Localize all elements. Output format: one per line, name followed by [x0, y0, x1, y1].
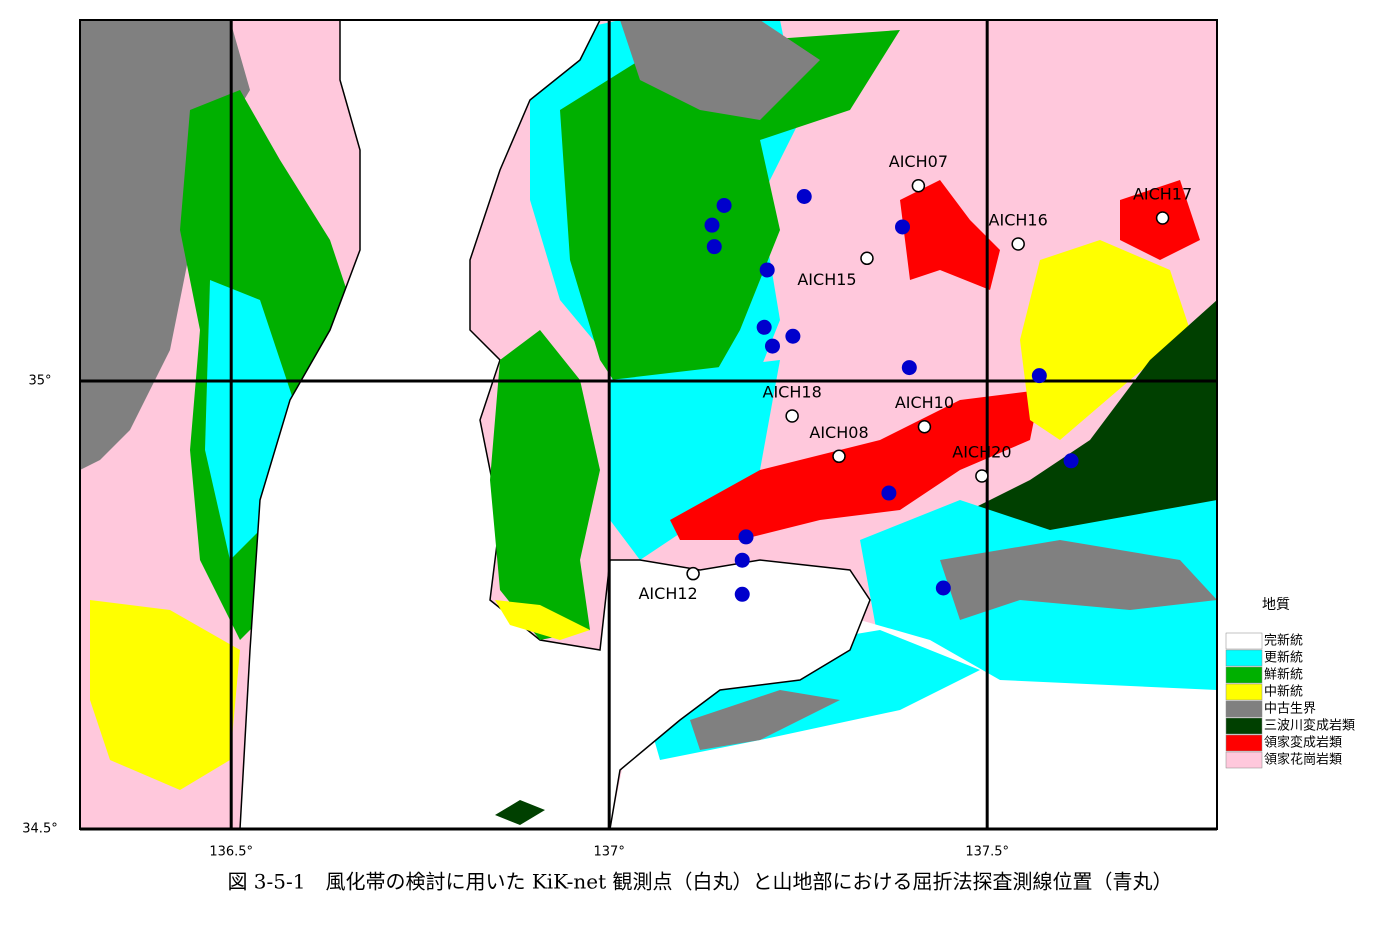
survey-point [734, 586, 750, 602]
x-tick-label: 137° [594, 845, 625, 860]
pliocene-area [560, 30, 900, 420]
survey-point [881, 485, 897, 501]
paleozoic-area [690, 690, 840, 750]
grid: 136.5° 137° 137.5° 35° 34.5° [22, 20, 1217, 860]
legend-label: 三波川変成岩類 [1264, 718, 1355, 734]
legend-label: 領家花崗岩類 [1264, 752, 1342, 768]
legend-label: 中古生界 [1264, 702, 1316, 717]
survey-point [785, 328, 801, 344]
pleistocene-area [610, 360, 780, 560]
legend-swatch [1225, 666, 1263, 684]
legend-swatch [1225, 734, 1263, 752]
survey-point [756, 319, 772, 335]
legend-label: 中新統 [1264, 684, 1303, 700]
station-label: AICH08 [809, 423, 868, 442]
caption: 図 3-5-1 風化帯の検討に用いた KiK-net 観測点（白丸）と山地部にお… [227, 870, 1172, 894]
ryoke-metamorphic-area [900, 180, 1000, 290]
station-label: AICH15 [797, 270, 856, 289]
legend-label: 完新統 [1264, 633, 1303, 649]
legend-swatch [1225, 751, 1263, 769]
station-label: AICH18 [763, 382, 822, 401]
station [1011, 237, 1025, 251]
legend-swatch [1225, 649, 1263, 667]
x-tick-label: 136.5° [209, 845, 253, 860]
station [686, 566, 700, 581]
sanbagawa-area [950, 300, 1217, 560]
station [975, 469, 989, 483]
legend-label: 領家変成岩類 [1264, 735, 1342, 751]
station-label: AICH16 [989, 210, 1048, 229]
legend-swatch [1225, 683, 1263, 701]
station [832, 449, 846, 464]
x-tick-label: 137.5° [965, 845, 1009, 860]
survey-point [1063, 453, 1079, 469]
survey-point [738, 529, 754, 545]
survey-point [716, 197, 732, 213]
sanbagawa-area [495, 800, 545, 825]
survey-point [895, 219, 911, 235]
station-label: AICH07 [889, 152, 948, 171]
survey-point [901, 360, 917, 376]
station [785, 409, 799, 423]
survey-point [704, 217, 720, 233]
y-tick-label: 35° [28, 374, 51, 389]
miocene-area [495, 600, 590, 640]
legend-label: 更新統 [1264, 650, 1303, 666]
legend-title: 地質 [1262, 597, 1290, 613]
ryoke-metamorphic-area [670, 390, 1040, 540]
legend-label: 鮮新統 [1264, 667, 1303, 683]
bay-area [239, 20, 871, 829]
station-label: AICH20 [952, 443, 1011, 462]
station-label: AICH12 [638, 584, 697, 603]
survey-point [734, 552, 750, 568]
legend-swatch [1225, 700, 1263, 718]
station-label: AICH10 [895, 393, 954, 412]
survey-point [935, 580, 951, 596]
survey-point [764, 338, 780, 354]
station-label: AICH17 [1133, 184, 1192, 203]
legend-swatch [1225, 717, 1263, 735]
pliocene-area [490, 330, 600, 640]
miocene-area [1020, 240, 1190, 440]
survey-point [706, 239, 722, 255]
survey-point [759, 262, 775, 278]
miocene-area [90, 600, 240, 790]
station [860, 251, 874, 266]
markers: AICH07 AICH16 AICH17 AICH15 AICH18 AICH10 AICH… [638, 152, 1192, 603]
legend-swatch [1225, 632, 1263, 650]
survey-point [796, 188, 812, 204]
paleozoic-area [620, 20, 820, 120]
station [911, 178, 926, 193]
paleozoic-area [940, 540, 1217, 620]
geology [80, 20, 1217, 829]
station [1155, 211, 1170, 225]
station [917, 419, 932, 434]
survey-point [1031, 368, 1047, 384]
y-tick-label: 34.5° [22, 822, 57, 837]
